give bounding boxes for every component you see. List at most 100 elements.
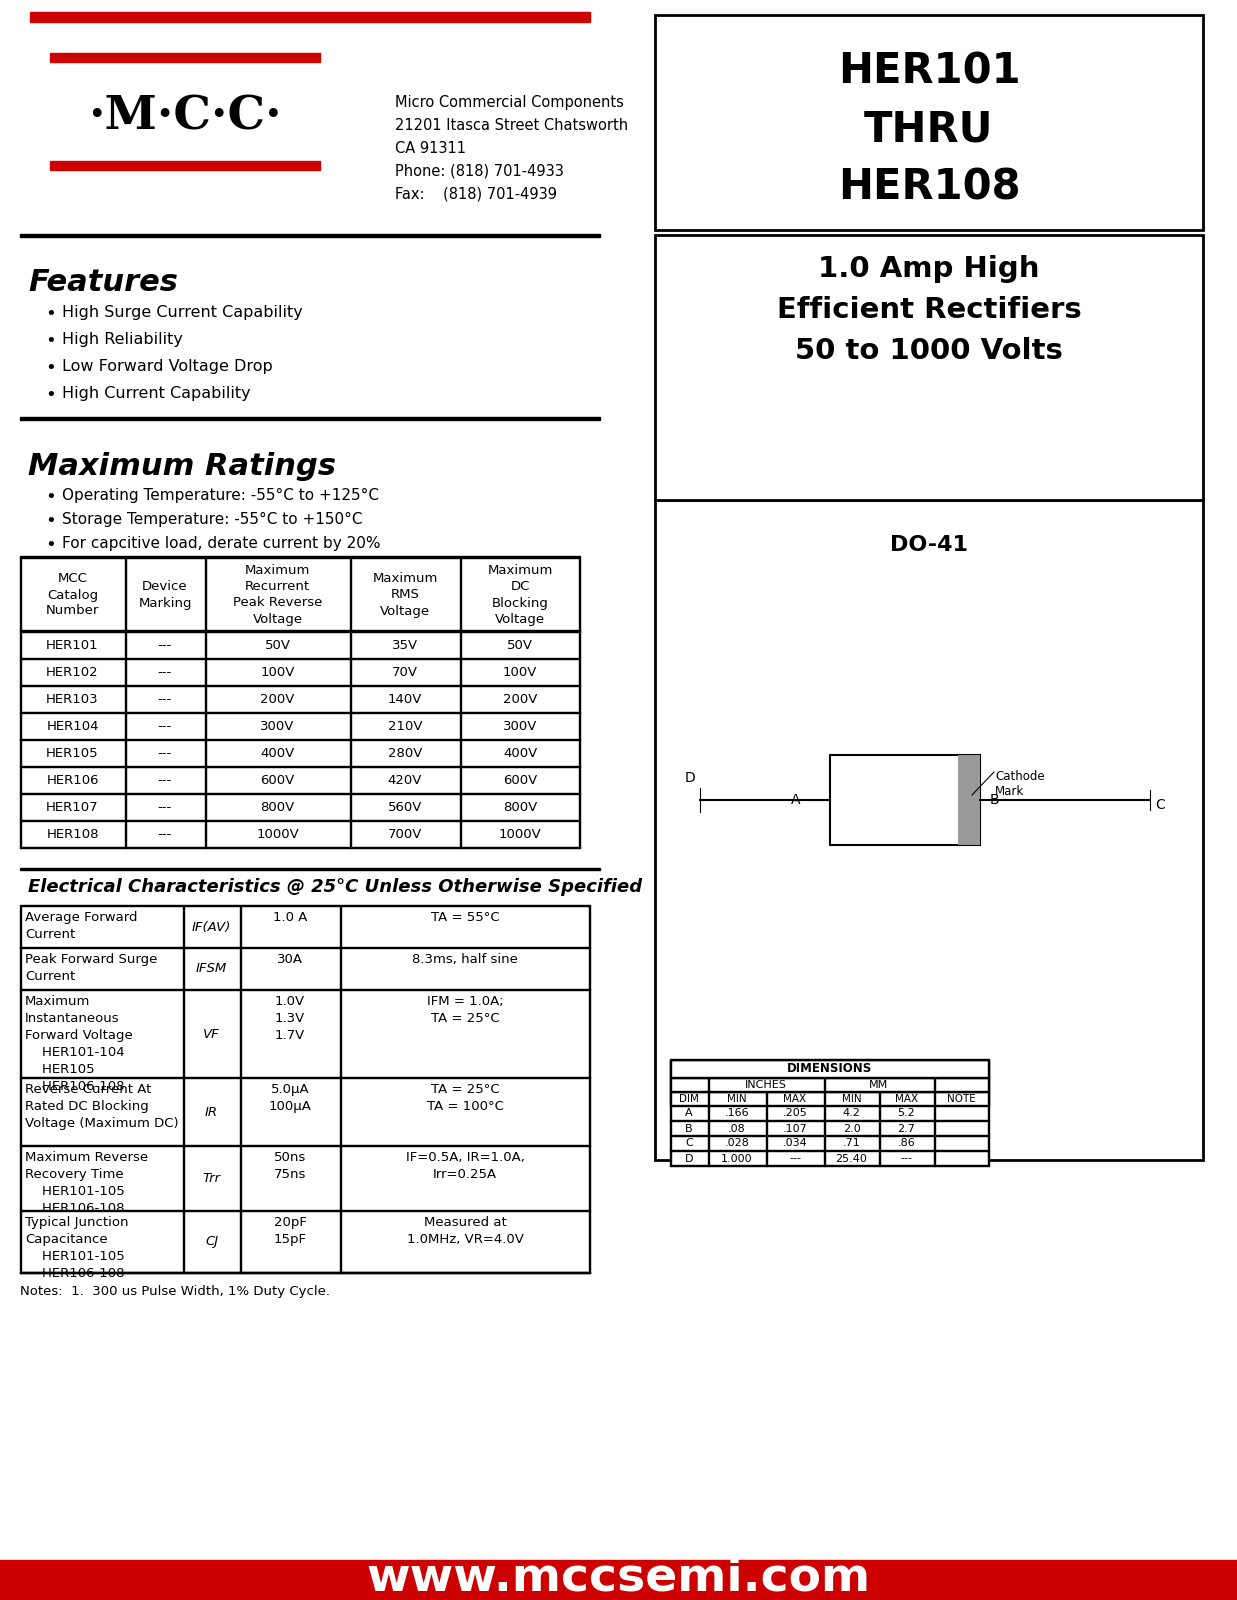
FancyBboxPatch shape [656,235,1204,499]
Text: DIM: DIM [679,1094,699,1104]
Text: Maximum
RMS
Voltage: Maximum RMS Voltage [372,573,438,618]
Text: Reverse Current At
Rated DC Blocking
Voltage (Maximum DC): Reverse Current At Rated DC Blocking Vol… [25,1083,178,1130]
Text: D: D [685,1154,693,1163]
Text: 70V: 70V [392,666,418,678]
Bar [20,557,580,558]
Text: ---: --- [158,747,172,760]
Text: ---: --- [901,1154,913,1163]
Text: INCHES: INCHES [745,1080,787,1090]
Text: Typical Junction
Capacitance
    HER101-105
    HER106-108: Typical Junction Capacitance HER101-105 … [25,1216,129,1280]
Text: 20pF
15pF: 20pF 15pF [273,1216,307,1246]
Text: .028: .028 [725,1139,750,1149]
Bar [20,1211,590,1274]
Text: A: A [790,794,800,806]
Text: •: • [45,306,56,323]
Text: •: • [45,512,56,530]
Text: C: C [685,1139,693,1149]
Bar [20,1146,590,1211]
Bar [670,1122,990,1136]
Bar [670,1091,990,1106]
Text: D: D [684,771,695,786]
Bar [20,418,600,419]
Bar [670,1150,990,1166]
Text: High Current Capability: High Current Capability [62,386,251,402]
Text: B: B [685,1123,693,1133]
Text: CJ: CJ [205,1235,218,1248]
Text: 420V: 420V [388,774,422,787]
Bar [0,1560,1237,1600]
Bar [30,11,590,22]
Text: ---: --- [158,774,172,787]
Text: Maximum Reverse
Recovery Time
    HER101-105
    HER106-108: Maximum Reverse Recovery Time HER101-105… [25,1150,148,1214]
Bar [20,906,590,947]
Text: .034: .034 [783,1139,808,1149]
Text: 35V: 35V [392,638,418,653]
Text: •: • [45,536,56,554]
Bar [20,659,580,686]
Text: B: B [990,794,999,806]
Text: 400V: 400V [260,747,294,760]
Text: .107: .107 [783,1123,808,1133]
Text: HER104: HER104 [46,720,99,733]
Text: 50V: 50V [265,638,291,653]
Text: 1000V: 1000V [256,829,299,842]
Text: 800V: 800V [260,802,294,814]
Text: 5.2: 5.2 [898,1109,915,1118]
FancyBboxPatch shape [656,14,1204,230]
Bar [670,1106,990,1122]
Text: Micro Commercial Components
21201 Itasca Street Chatsworth
CA 91311
Phone: (818): Micro Commercial Components 21201 Itasca… [395,94,628,202]
Text: Device
Marking: Device Marking [139,581,192,610]
Text: MCC
Catalog
Number: MCC Catalog Number [46,573,99,618]
Bar [20,739,580,766]
Text: High Surge Current Capability: High Surge Current Capability [62,306,303,320]
Text: C: C [1155,798,1165,813]
Bar [20,766,580,794]
Text: ---: --- [158,829,172,842]
Text: 140V: 140V [388,693,422,706]
Text: 100V: 100V [502,666,537,678]
Bar [20,821,580,848]
Text: .08: .08 [729,1123,746,1133]
Text: •: • [45,488,56,506]
Text: 600V: 600V [260,774,294,787]
Text: IR: IR [205,1106,218,1118]
Text: .71: .71 [842,1139,861,1149]
Text: HER101: HER101 [46,638,99,653]
Bar [20,234,600,237]
Text: Cathode
Mark: Cathode Mark [995,770,1044,798]
Text: 50V: 50V [507,638,533,653]
Text: Electrical Characteristics @ 25°C Unless Otherwise Specified: Electrical Characteristics @ 25°C Unless… [28,878,642,896]
Bar [20,947,590,990]
Text: ---: --- [158,638,172,653]
Text: MIN: MIN [841,1094,861,1104]
Text: 4.2: 4.2 [842,1109,861,1118]
Text: 300V: 300V [260,720,294,733]
Text: 200V: 200V [502,693,537,706]
Text: Features: Features [28,267,178,298]
Text: Peak Forward Surge
Current: Peak Forward Surge Current [25,954,157,982]
Text: 5.0μA
100μA: 5.0μA 100μA [268,1083,312,1114]
Text: 2.7: 2.7 [898,1123,915,1133]
Text: .86: .86 [898,1139,915,1149]
Bar [830,755,980,845]
Bar [20,990,590,1078]
Text: VF: VF [203,1027,220,1040]
Text: 700V: 700V [388,829,422,842]
Bar [49,53,320,62]
Text: IFSM: IFSM [195,963,228,976]
Text: Maximum
Recurrent
Peak Reverse
Voltage: Maximum Recurrent Peak Reverse Voltage [233,565,322,626]
Text: ---: --- [158,802,172,814]
Text: 1.0 A: 1.0 A [273,910,307,925]
Text: •: • [45,358,56,378]
Text: 30A: 30A [277,954,303,966]
Text: ---: --- [158,693,172,706]
Bar [20,558,580,632]
Text: Storage Temperature: -55°C to +150°C: Storage Temperature: -55°C to +150°C [62,512,362,526]
Text: MIN: MIN [727,1094,747,1104]
Text: www.mccsemi.com: www.mccsemi.com [366,1555,870,1600]
Text: HER101
THRU
HER108: HER101 THRU HER108 [837,50,1021,210]
Text: High Reliability: High Reliability [62,333,183,347]
Text: 560V: 560V [388,802,422,814]
Text: 25.40: 25.40 [835,1154,867,1163]
Text: HER102: HER102 [46,666,99,678]
